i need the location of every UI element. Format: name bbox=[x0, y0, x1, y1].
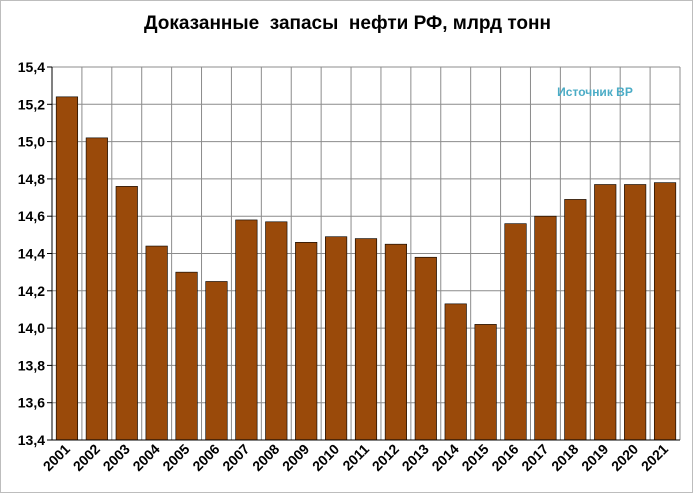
x-tick-label: 2018 bbox=[548, 441, 581, 474]
bar-2018 bbox=[564, 199, 587, 441]
y-tick-label: 13,4 bbox=[18, 432, 45, 448]
bar-2011 bbox=[354, 238, 378, 441]
bar-2010 bbox=[325, 236, 348, 441]
bar-2019 bbox=[594, 184, 617, 441]
bar-2015 bbox=[474, 324, 497, 441]
bar-2006 bbox=[205, 281, 228, 441]
bar-2014 bbox=[444, 303, 467, 441]
bar-2002 bbox=[85, 137, 108, 441]
x-tick-label: 2010 bbox=[309, 441, 342, 474]
x-tick-label: 2017 bbox=[518, 441, 551, 474]
x-tick-label: 2009 bbox=[279, 441, 312, 474]
bar-2013 bbox=[414, 256, 437, 441]
x-tick-label: 2016 bbox=[488, 441, 521, 474]
bar-2001 bbox=[55, 96, 79, 441]
x-tick-label: 2019 bbox=[578, 441, 611, 474]
y-tick-label: 13,6 bbox=[18, 395, 45, 411]
y-tick-label: 14,6 bbox=[18, 208, 45, 224]
y-tick-label: 15,0 bbox=[18, 134, 45, 150]
bar-2004 bbox=[145, 245, 168, 441]
y-tick-label: 14,0 bbox=[18, 320, 45, 336]
x-tick-label: 2003 bbox=[100, 441, 133, 474]
y-tick-label: 14,2 bbox=[18, 283, 45, 299]
y-tick-label: 13,8 bbox=[18, 357, 45, 373]
x-tick-label: 2015 bbox=[458, 441, 491, 474]
bar-2005 bbox=[175, 271, 198, 441]
x-tick-label: 2021 bbox=[638, 441, 671, 474]
x-tick-label: 2002 bbox=[70, 441, 103, 474]
x-tick-label: 2008 bbox=[249, 441, 282, 474]
bar-2008 bbox=[265, 221, 288, 441]
x-tick-label: 2020 bbox=[608, 441, 641, 474]
x-tick-label: 2004 bbox=[129, 441, 162, 474]
y-tick-label: 15,4 bbox=[18, 59, 45, 75]
x-tick-label: 2011 bbox=[339, 441, 372, 474]
x-tick-label: 2006 bbox=[189, 441, 222, 474]
chart-title: Доказанные запасы нефти РФ, млрд тонн bbox=[144, 13, 551, 34]
x-tick-label: 2012 bbox=[369, 441, 402, 474]
x-tick-label: 2014 bbox=[428, 441, 461, 474]
bar-2012 bbox=[384, 243, 407, 441]
bar-2020 bbox=[624, 184, 647, 441]
bar-2009 bbox=[295, 242, 318, 441]
y-tick-label: 14,4 bbox=[18, 246, 45, 262]
x-tick-label: 2013 bbox=[399, 441, 432, 474]
y-tick-label: 15,2 bbox=[18, 96, 45, 112]
x-tick-label: 2007 bbox=[219, 441, 252, 474]
bar-2021 bbox=[653, 182, 677, 441]
y-tick-label: 14,8 bbox=[18, 171, 45, 187]
bar-2017 bbox=[534, 215, 557, 441]
bar-2016 bbox=[504, 223, 527, 441]
bar-2003 bbox=[115, 186, 138, 441]
x-tick-label: 2005 bbox=[159, 441, 192, 474]
bar-2007 bbox=[235, 219, 258, 441]
source-annotation: Источник BP bbox=[557, 85, 633, 99]
